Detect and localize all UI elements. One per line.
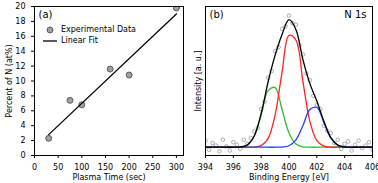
svg-text:0: 0 [32,163,37,172]
svg-text:16: 16 [15,32,25,41]
svg-text:20: 20 [15,2,25,11]
svg-text:0: 0 [20,151,25,160]
svg-text:394: 394 [198,163,213,172]
svg-text:8: 8 [20,91,25,100]
svg-text:250: 250 [145,163,160,172]
svg-text:18: 18 [15,17,25,26]
svg-text:(b): (b) [210,9,224,20]
svg-text:400: 400 [281,163,296,172]
svg-text:402: 402 [309,163,324,172]
svg-text:2: 2 [20,136,25,145]
svg-text:Binding Energy [eV]: Binding Energy [eV] [249,173,329,182]
svg-text:406: 406 [365,163,378,172]
svg-text:404: 404 [337,163,352,172]
svg-text:10: 10 [15,77,25,86]
svg-text:(a): (a) [39,9,53,20]
svg-text:50: 50 [53,163,63,172]
svg-text:4: 4 [20,121,25,130]
svg-text:Plasma Time (sec): Plasma Time (sec) [72,173,145,182]
svg-text:N 1s: N 1s [344,9,366,20]
svg-text:Intensity [a. u.]: Intensity [a. u.] [194,50,203,111]
svg-text:Percent of N (at%): Percent of N (at%) [5,44,14,117]
svg-text:12: 12 [15,62,25,71]
svg-text:100: 100 [74,163,89,172]
html-text:Experimental Data: Experimental Data [61,25,136,34]
svg-text:150: 150 [98,163,113,172]
svg-text:396: 396 [226,163,241,172]
svg-text:200: 200 [121,163,136,172]
svg-text:14: 14 [15,47,25,56]
svg-text:6: 6 [20,106,25,115]
svg-text:300: 300 [169,163,184,172]
svg-text:398: 398 [254,163,269,172]
html-text:Linear Fit: Linear Fit [61,36,98,45]
